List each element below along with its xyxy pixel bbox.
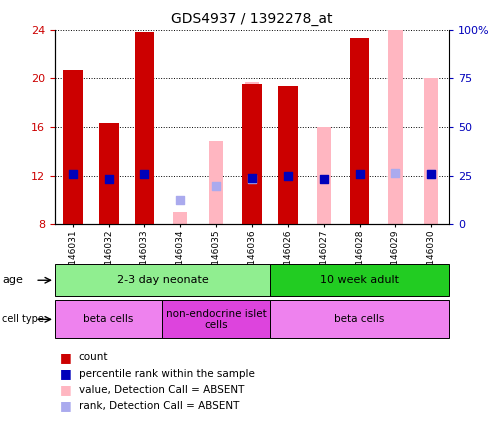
Bar [242, 84, 262, 224]
Text: count: count [79, 352, 108, 363]
Point [320, 176, 328, 183]
Text: cell type: cell type [2, 314, 44, 324]
Text: beta cells: beta cells [83, 314, 134, 324]
Text: beta cells: beta cells [334, 314, 385, 324]
Point [391, 170, 399, 176]
Bar [350, 38, 369, 224]
Bar [162, 300, 270, 338]
Text: 2-3 day neonate: 2-3 day neonate [117, 275, 208, 285]
Text: age: age [2, 275, 23, 285]
Point [427, 171, 435, 178]
Bar [278, 85, 298, 224]
Bar [388, 30, 403, 224]
Bar [424, 78, 438, 224]
Bar [55, 300, 162, 338]
Point [355, 171, 363, 178]
Text: ■: ■ [60, 367, 72, 380]
Text: value, Detection Call = ABSENT: value, Detection Call = ABSENT [79, 385, 244, 395]
Point [105, 176, 113, 183]
Point [141, 171, 149, 178]
Point [212, 183, 220, 190]
Text: ■: ■ [60, 383, 72, 396]
Bar [316, 127, 331, 224]
Bar [99, 123, 118, 224]
Bar [63, 70, 83, 224]
Text: non-endocrine islet
cells: non-endocrine islet cells [166, 308, 266, 330]
Point [176, 197, 184, 203]
Point [69, 171, 77, 178]
Bar [270, 300, 449, 338]
Point [284, 172, 292, 179]
Bar [270, 264, 449, 296]
Bar [209, 142, 224, 224]
Point [248, 176, 256, 183]
Text: percentile rank within the sample: percentile rank within the sample [79, 368, 254, 379]
Text: ■: ■ [60, 351, 72, 364]
Point [248, 175, 256, 181]
Bar [245, 82, 259, 224]
Title: GDS4937 / 1392278_at: GDS4937 / 1392278_at [171, 12, 333, 26]
Text: rank, Detection Call = ABSENT: rank, Detection Call = ABSENT [79, 401, 239, 411]
Text: 10 week adult: 10 week adult [320, 275, 399, 285]
Bar [173, 212, 188, 224]
Point [427, 171, 435, 178]
Text: ■: ■ [60, 399, 72, 412]
Bar [55, 264, 270, 296]
Bar [135, 32, 154, 224]
